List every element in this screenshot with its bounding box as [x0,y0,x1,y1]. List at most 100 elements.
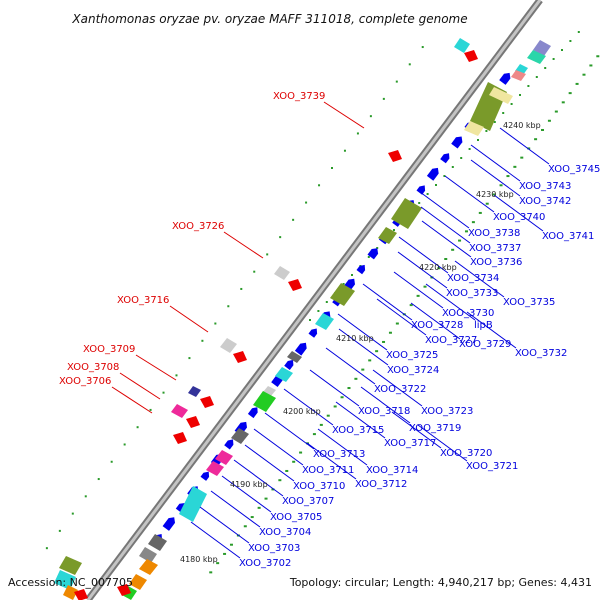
forward-gene-label[interactable]: XOO_3730 [442,308,494,319]
forward-gene-label[interactable]: XOO_3734 [447,273,499,284]
reverse-gene-arrow[interactable] [288,279,302,291]
forward-gene-label[interactable]: XOO_3722 [374,384,426,395]
feature-block[interactable] [179,486,207,522]
reverse-gene-arrow[interactable] [173,432,187,444]
reverse-gene-label[interactable]: XOO_3708 [67,362,119,373]
feature-block[interactable] [315,313,334,330]
forward-gene-arrow[interactable] [451,136,463,149]
forward-gene-label[interactable]: XOO_3723 [421,406,473,417]
feature-block[interactable] [59,556,82,575]
forward-gene-label[interactable]: XOO_3721 [466,461,518,472]
reverse-gene-arrow[interactable] [117,584,131,596]
feature-block[interactable] [287,351,302,363]
feature-block[interactable] [148,534,167,551]
feature-block[interactable] [330,283,355,306]
feature-block[interactable] [188,386,201,397]
forward-gene-label[interactable]: XOO_3710 [293,481,345,492]
feature-block[interactable] [274,266,290,280]
forward-gene-label[interactable]: XOO_3733 [446,288,498,299]
feature-block[interactable] [511,70,526,81]
reverse-gene-label[interactable]: XOO_3739 [273,91,325,102]
feature-block[interactable] [63,585,78,600]
feature-block[interactable] [215,450,233,465]
feature-block[interactable] [206,461,224,476]
forward-gene-label[interactable]: XOO_3704 [259,527,311,538]
forward-gene-label[interactable]: XOO_3713 [313,449,365,460]
forward-gene-label[interactable]: XOO_3712 [355,479,407,490]
forward-gene-arrow[interactable] [356,264,366,275]
forward-gene-label[interactable]: XOO_3737 [469,243,521,254]
forward-gene-label[interactable]: XOO_3714 [366,465,418,476]
leader-line [111,386,153,414]
forward-gene-label[interactable]: XOO_3707 [282,496,334,507]
forward-gene-arrow[interactable] [416,185,426,195]
forward-gene-label[interactable]: XOO_3705 [270,512,322,523]
forward-gene-label[interactable]: XOO_3715 [332,425,384,436]
reverse-gene-arrow[interactable] [74,589,88,600]
track-dot [309,319,311,321]
reverse-gene-label[interactable]: XOO_3716 [117,295,169,306]
feature-block[interactable] [231,428,249,444]
reverse-gene-arrow[interactable] [233,351,247,363]
forward-gene-label[interactable]: XOO_3729 [459,339,511,350]
reverse-gene-label[interactable]: XOO_3706 [59,376,111,387]
forward-gene-label[interactable]: XOO_3745 [548,164,600,175]
reverse-gene-arrow[interactable] [388,150,402,162]
feature-block[interactable] [527,50,546,64]
forward-gene-arrow[interactable] [294,342,307,356]
forward-gene-label[interactable]: XOO_3719 [409,423,461,434]
reverse-gene-arrow[interactable] [200,396,214,408]
feature-block[interactable] [533,40,551,56]
forward-gene-arrow[interactable] [499,72,511,85]
reverse-gene-label[interactable]: XOO_3726 [172,221,224,232]
forward-gene-label[interactable]: XOO_3738 [468,228,520,239]
forward-gene-label[interactable]: XOO_3728 [411,320,463,331]
reverse-gene-arrow[interactable] [464,50,478,62]
forward-gene-label[interactable]: XOO_3732 [515,348,567,359]
feature-block[interactable] [253,391,276,412]
forward-gene-arrow[interactable] [284,359,294,370]
feature-block[interactable] [54,570,76,590]
feature-block[interactable] [220,338,237,353]
forward-gene-label[interactable]: XOO_3741 [542,231,594,242]
forward-gene-label[interactable]: XOO_3740 [493,212,545,223]
forward-gene-label[interactable]: XOO_3727 [425,335,477,346]
leader-line [323,101,365,129]
forward-gene-label[interactable]: XOO_3724 [387,365,439,376]
feature-block[interactable] [378,227,397,244]
forward-gene-label[interactable]: XOO_3703 [248,543,300,554]
forward-gene-label[interactable]: XOO_3725 [386,350,438,361]
position-label: 4180 kbp [180,555,218,564]
feature-block[interactable] [464,121,484,136]
feature-block[interactable] [391,198,422,229]
forward-gene-label[interactable]: XOO_3743 [519,181,571,192]
forward-gene-arrow[interactable] [247,407,258,419]
forward-gene-label[interactable]: XOO_3711 [302,465,354,476]
forward-gene-label[interactable]: XOO_3717 [384,438,436,449]
forward-gene-label[interactable]: XOO_3735 [503,297,555,308]
reverse-gene-arrow[interactable] [186,416,200,428]
feature-block[interactable] [275,367,293,382]
feature-block[interactable] [489,87,513,104]
feature-block[interactable] [139,547,157,563]
feature-block[interactable] [129,574,147,590]
forward-gene-arrow[interactable] [426,167,439,181]
forward-gene-label[interactable]: XOO_3702 [239,558,291,569]
feature-block[interactable] [139,559,158,575]
reverse-gene-label[interactable]: XOO_3709 [83,344,135,355]
forward-gene-label[interactable]: XOO_3736 [470,257,522,268]
track-dot [582,73,586,76]
feature-block[interactable] [454,38,470,53]
track-dot [312,433,316,436]
forward-gene-arrow[interactable] [440,153,450,164]
forward-gene-label[interactable]: XOO_3720 [440,448,492,459]
forward-gene-label[interactable]: XOO_3742 [519,196,571,207]
forward-gene-arrow[interactable] [224,439,234,450]
feature-block[interactable] [171,404,188,418]
forward-gene-arrow[interactable] [162,517,175,531]
forward-gene-arrow[interactable] [367,248,379,260]
forward-gene-label[interactable]: XOO_3718 [358,406,410,417]
forward-gene-arrow[interactable] [200,471,210,481]
forward-gene-arrow[interactable] [308,328,318,338]
forward-gene-label[interactable]: lipB [474,320,493,331]
